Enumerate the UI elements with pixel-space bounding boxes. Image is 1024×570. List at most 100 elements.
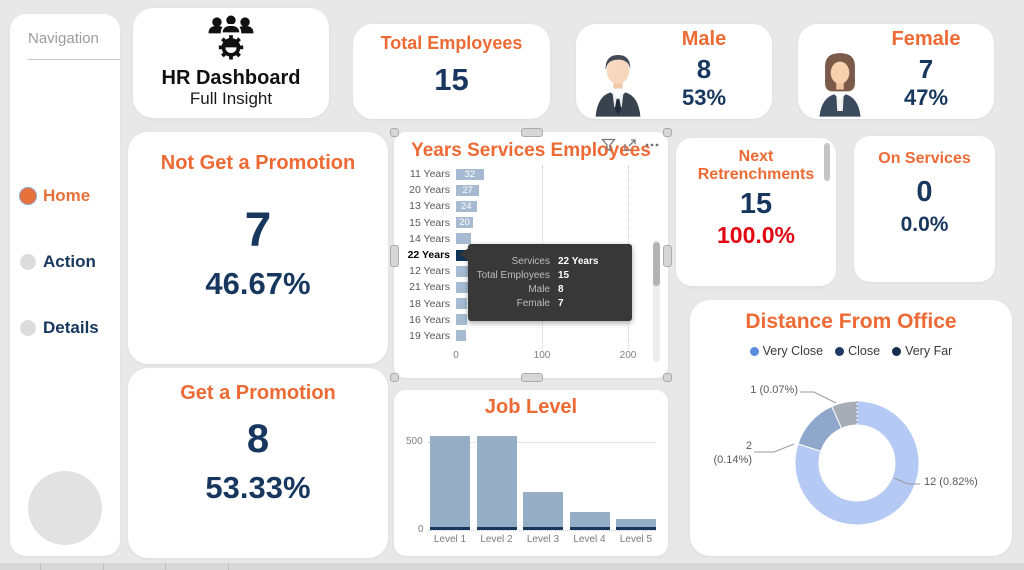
legend-item[interactable]: Very Far <box>892 344 952 358</box>
bar-plot-area: 11 Years 32 20 Years 27 13 Years 24 15 Years 20… <box>404 166 644 344</box>
total-employees-card[interactable]: Total Employees 15 <box>353 24 550 119</box>
selection-handle[interactable] <box>390 373 399 382</box>
bar-base-segment <box>616 527 656 530</box>
category-label: 16 Years <box>409 313 450 326</box>
kpi-value: 8 <box>246 417 270 461</box>
kpi-title: Female <box>891 28 961 50</box>
card-scrollbar[interactable] <box>824 143 830 181</box>
selection-handle[interactable] <box>663 128 672 137</box>
scrollbar-thumb[interactable] <box>653 242 660 286</box>
bar[interactable]: 24 <box>456 200 477 212</box>
tab-divider <box>40 563 41 570</box>
years-bar-row: 13 Years 24 <box>404 198 644 214</box>
bar[interactable] <box>456 233 472 245</box>
distance-from-office-chart[interactable]: Distance From Office Very Close Close Very… <box>690 300 1012 556</box>
bar[interactable] <box>430 435 470 530</box>
category-label: 13 Years <box>409 200 450 213</box>
slice-label: 2 (0.14%) <box>713 440 752 466</box>
legend-item[interactable]: Close <box>835 344 880 358</box>
bar[interactable] <box>616 518 656 530</box>
job-bar-column <box>476 436 517 530</box>
kpi-percent: 47% <box>903 85 949 110</box>
bar[interactable] <box>456 314 468 326</box>
legend-dot-icon <box>835 346 845 356</box>
job-level-chart[interactable]: Job Level 500 0 Level 1 Level 2 Level 3 Lev… <box>394 390 668 556</box>
kpi-title: Get a Promotion <box>180 382 336 404</box>
bar-value-label: 32 <box>464 168 476 180</box>
kpi-title: Next Retrenchments <box>697 148 815 184</box>
kpi-percent: 53% <box>681 85 727 110</box>
nav-item-label: Action <box>43 252 96 271</box>
bar[interactable]: 27 <box>456 184 480 196</box>
legend-dot-icon <box>892 346 902 356</box>
bar[interactable] <box>456 281 469 293</box>
chart-scrollbar[interactable] <box>653 240 660 362</box>
filter-icon[interactable] <box>601 138 616 152</box>
female-card[interactable]: Female 7 47% <box>798 24 994 119</box>
years-services-chart[interactable]: Years Services Employees 11 Years 32 20 Ye… <box>390 128 672 382</box>
donut-slice[interactable] <box>831 400 858 429</box>
years-bar-row: 19 Years <box>404 328 644 344</box>
male-card[interactable]: Male 8 53% <box>576 24 772 119</box>
tab-divider <box>228 563 229 570</box>
bar-value-label: 24 <box>461 200 472 212</box>
legend-item[interactable]: Very Close <box>749 344 823 358</box>
selection-handle[interactable] <box>390 245 399 267</box>
x-tick: Level 2 <box>480 534 513 545</box>
selection-handle[interactable] <box>521 128 543 137</box>
tooltip-label: Female <box>516 298 550 309</box>
years-bar-row: 14 Years <box>404 231 644 247</box>
bar[interactable] <box>523 492 563 530</box>
selection-handle[interactable] <box>390 128 399 137</box>
more-options-icon[interactable] <box>644 138 660 152</box>
bar[interactable] <box>456 298 468 310</box>
chart-title: Distance From Office <box>745 310 957 333</box>
nav-item-home[interactable]: Home <box>20 186 90 206</box>
nav-item-label: Home <box>43 186 91 205</box>
y-tick: 500 <box>406 436 423 447</box>
donut-slice[interactable] <box>794 400 920 526</box>
kpi-value: 7 <box>918 54 934 84</box>
tooltip-value: 7 <box>558 298 564 309</box>
years-bar-row: 16 Years <box>404 312 644 328</box>
nav-item-action[interactable]: Action <box>20 252 96 272</box>
next-retrenchments-card[interactable]: Next Retrenchments 15 100.0% <box>676 138 836 286</box>
navigation-panel: Navigation Home Action Details <box>10 14 120 556</box>
bar[interactable] <box>569 511 610 530</box>
tooltip-row: Services 22 Years <box>472 256 622 267</box>
nav-item-details[interactable]: Details <box>20 318 99 338</box>
category-label: 12 Years <box>409 265 450 278</box>
selection-handle[interactable] <box>521 373 543 382</box>
focus-mode-icon[interactable] <box>623 138 637 152</box>
selection-handle[interactable] <box>663 373 672 382</box>
bar-base-segment <box>569 527 610 530</box>
legend-label: Close <box>848 344 881 358</box>
category-label: 14 Years <box>409 232 450 245</box>
logo-card[interactable]: HR Dashboard Full Insight <box>133 8 329 118</box>
years-bar-row: 15 Years 20 <box>404 215 644 231</box>
gridline <box>428 530 656 531</box>
slice-label: 1 (0.07%) <box>750 384 798 396</box>
bar[interactable] <box>456 265 469 277</box>
bar[interactable] <box>476 436 517 530</box>
kpi-value: 15 <box>739 187 773 220</box>
tooltip-value: 15 <box>558 270 570 281</box>
kpi-percent: 53.33% <box>205 470 311 505</box>
kpi-title: On Services <box>878 150 971 167</box>
logo-title: HR Dashboard <box>161 67 301 89</box>
bar[interactable]: 32 <box>456 168 484 180</box>
bar[interactable] <box>456 330 467 342</box>
selection-handle[interactable] <box>663 245 672 267</box>
bar[interactable]: 20 <box>456 217 474 229</box>
job-bar-column <box>523 492 563 530</box>
category-label: 18 Years <box>409 297 450 310</box>
not-promotion-card[interactable]: Not Get a Promotion 7 46.67% <box>128 132 388 364</box>
slice-label: 12 (0.82%) <box>924 476 978 488</box>
promotion-card[interactable]: Get a Promotion 8 53.33% <box>128 368 388 558</box>
donut-chart <box>782 388 932 538</box>
kpi-value: 8 <box>696 54 712 84</box>
kpi-percent: 46.67% <box>205 266 311 301</box>
nav-placeholder-circle[interactable] <box>28 471 102 545</box>
on-services-card[interactable]: On Services 0 0.0% <box>854 136 995 282</box>
years-bar-row: 11 Years 32 <box>404 166 644 182</box>
